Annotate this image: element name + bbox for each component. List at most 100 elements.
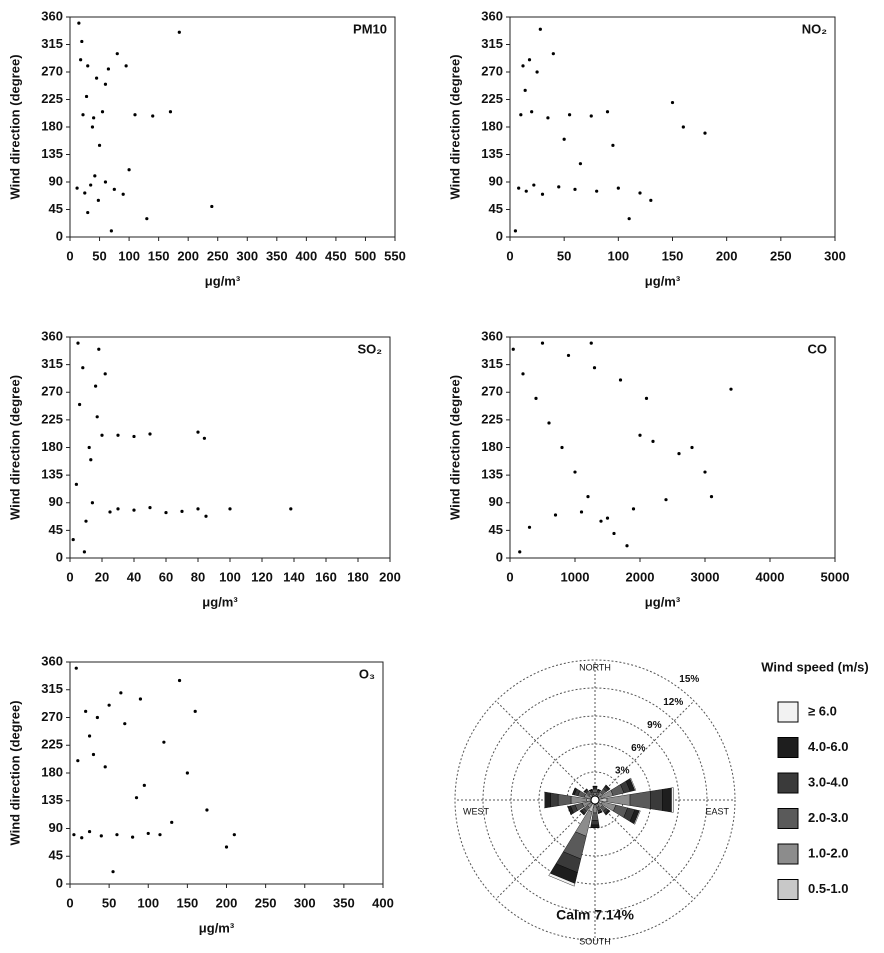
data-point [124, 64, 128, 68]
data-point [108, 510, 112, 514]
chart-title: NO₂ [802, 21, 828, 36]
x-tick-label: 180 [347, 569, 369, 584]
data-point [138, 697, 143, 701]
plot-frame [69, 16, 396, 238]
data-point [534, 396, 538, 400]
x-tick-label: 5000 [821, 569, 850, 584]
data-point [523, 88, 527, 92]
rose-segment [572, 787, 577, 796]
data-point [651, 439, 655, 443]
x-tick-label: 150 [662, 248, 684, 263]
y-tick-label: 135 [41, 467, 63, 482]
data-point [84, 94, 89, 99]
y-tick-label: 135 [41, 146, 63, 161]
ring-label: 6% [631, 743, 646, 754]
x-tick-label: 80 [191, 569, 205, 584]
y-tick-label: 45 [49, 522, 63, 537]
data-point [111, 870, 115, 874]
x-tick-label: 450 [325, 248, 347, 263]
data-point [289, 507, 293, 511]
rose-segment [591, 812, 599, 821]
rose-segment [550, 792, 559, 808]
data-point [131, 835, 135, 839]
data-point [80, 836, 84, 840]
data-point [86, 64, 90, 68]
data-point [521, 64, 525, 68]
data-point [193, 709, 197, 713]
data-point [107, 703, 111, 707]
data-point [228, 507, 232, 511]
y-tick-label: 180 [41, 118, 63, 133]
data-point [97, 347, 101, 351]
data-point [527, 525, 532, 529]
x-tick-label: 50 [102, 895, 116, 910]
y-tick-label: 0 [56, 228, 63, 243]
data-point [616, 186, 620, 190]
ring-label: 15% [679, 674, 699, 685]
data-point [132, 508, 136, 512]
data-point [75, 186, 79, 190]
data-point [586, 495, 590, 499]
rose-segment [671, 787, 674, 813]
y-tick-label: 315 [481, 356, 503, 371]
data-point [177, 678, 182, 683]
data-point [546, 116, 550, 120]
data-point [557, 185, 561, 189]
y-tick-label: 270 [481, 384, 503, 399]
data-point [87, 829, 92, 834]
x-tick-label: 50 [92, 248, 106, 263]
legend-swatch [777, 843, 799, 865]
data-point [158, 833, 162, 837]
data-point [164, 510, 168, 515]
data-point [81, 366, 85, 370]
y-tick-label: 180 [41, 764, 63, 779]
data-point [625, 544, 629, 548]
legend-swatch [777, 737, 799, 758]
data-point [83, 191, 87, 195]
data-point [74, 666, 78, 670]
data-point [224, 845, 229, 849]
data-point [115, 52, 119, 56]
legend-label: 0.5-1.0 [808, 881, 848, 896]
y-tick-label: 180 [481, 439, 503, 454]
legend-title: Wind speed (m/s) [761, 659, 869, 674]
data-point [134, 796, 139, 800]
legend-swatch [777, 772, 799, 794]
x-tick-label: 200 [216, 895, 238, 910]
y-tick-label: 225 [41, 737, 63, 752]
data-point [97, 143, 102, 147]
x-tick-label: 100 [137, 895, 159, 910]
data-point [210, 204, 214, 209]
y-tick-label: 180 [41, 439, 63, 454]
x-tick-label: 300 [236, 248, 258, 263]
rose-segment [629, 777, 637, 791]
data-point [94, 384, 98, 388]
data-point [86, 210, 90, 215]
rose-segment [548, 872, 576, 887]
x-axis-label: μg/m³ [645, 273, 681, 288]
data-point [76, 341, 80, 345]
data-point [93, 174, 97, 178]
x-axis-label: μg/m³ [199, 920, 235, 935]
x-tick-label: 250 [770, 248, 792, 263]
data-point [573, 470, 577, 474]
legend-label: ≥ 6.0 [808, 703, 837, 718]
data-point [95, 415, 99, 419]
y-tick-label: 315 [41, 36, 63, 51]
rose-segment [629, 791, 651, 809]
y-tick-label: 0 [56, 875, 63, 890]
data-point [132, 434, 136, 439]
rose-segment [604, 809, 611, 816]
data-point [709, 495, 714, 499]
plot-frame [69, 336, 391, 559]
x-tick-label: 550 [384, 248, 406, 263]
data-point [729, 387, 733, 391]
data-point [116, 507, 120, 511]
x-tick-label: 300 [294, 895, 316, 910]
data-point [115, 833, 119, 837]
x-tick-label: 300 [824, 248, 846, 263]
data-point [103, 765, 107, 769]
direction-label: NORTH [579, 662, 611, 672]
data-point [80, 39, 84, 44]
data-point [605, 516, 610, 520]
